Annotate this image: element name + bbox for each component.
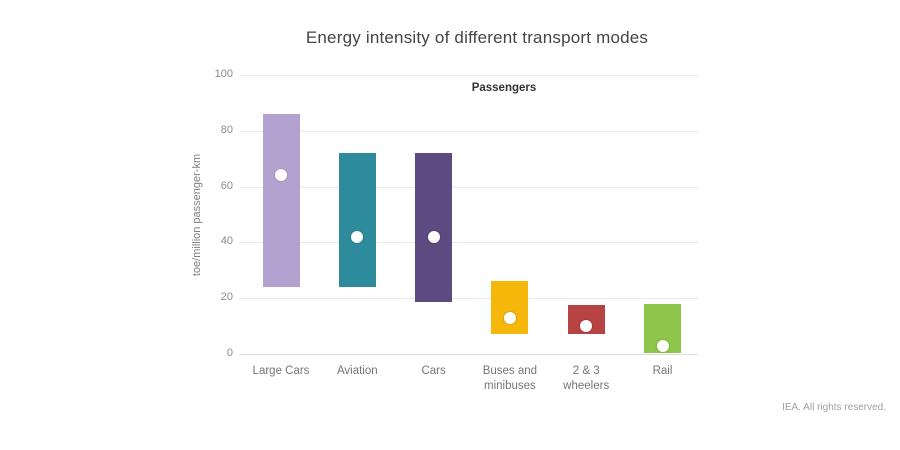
average-marker-buses-and-minibuses[interactable] bbox=[503, 311, 516, 324]
range-bar-large-cars[interactable] bbox=[262, 114, 300, 288]
x-category-label-cars: Cars bbox=[421, 365, 446, 377]
x-category-label-aviation: Aviation bbox=[336, 365, 378, 377]
y-tick-label-20: 20 bbox=[220, 291, 233, 304]
gridline-y-80 bbox=[240, 130, 698, 132]
y-tick-label-40: 40 bbox=[220, 235, 233, 248]
average-marker-cars[interactable] bbox=[427, 230, 440, 243]
average-marker-large-cars[interactable] bbox=[275, 169, 287, 182]
average-marker-2-3-wheelers[interactable] bbox=[580, 320, 593, 333]
gridline-y-40 bbox=[240, 242, 698, 244]
y-tick-label-60: 60 bbox=[220, 179, 233, 192]
gridline-y-100 bbox=[240, 75, 698, 76]
x-category-label-buses-and-minibuses: Buses and minibuses bbox=[482, 365, 538, 392]
x-category-label-rail: Rail bbox=[652, 365, 673, 377]
gridline-y-0 bbox=[240, 354, 698, 355]
range-bar-aviation[interactable] bbox=[338, 153, 376, 288]
y-tick-label-0: 0 bbox=[226, 347, 233, 359]
average-marker-rail[interactable] bbox=[656, 339, 669, 352]
y-tick-label-80: 80 bbox=[220, 123, 233, 136]
range-bar-buses-and-minibuses[interactable] bbox=[491, 281, 529, 335]
copyright-note: IEA. All rights reserved. bbox=[782, 402, 886, 413]
x-category-label-large-cars: Large Cars bbox=[252, 365, 310, 377]
range-bar-cars[interactable] bbox=[415, 153, 453, 303]
chart-title: Energy intensity of different transport … bbox=[305, 28, 649, 47]
gridline-y-60 bbox=[240, 186, 698, 188]
x-category-label-2-3-wheelers: 2 & 3 wheelers bbox=[563, 365, 610, 392]
y-tick-label-100: 100 bbox=[214, 68, 233, 80]
gridline-y-20 bbox=[240, 298, 698, 300]
average-marker-aviation[interactable] bbox=[351, 230, 364, 243]
y-axis-title: toe/million passenger-km bbox=[191, 153, 203, 277]
series-label-passengers: Passengers bbox=[471, 82, 537, 94]
